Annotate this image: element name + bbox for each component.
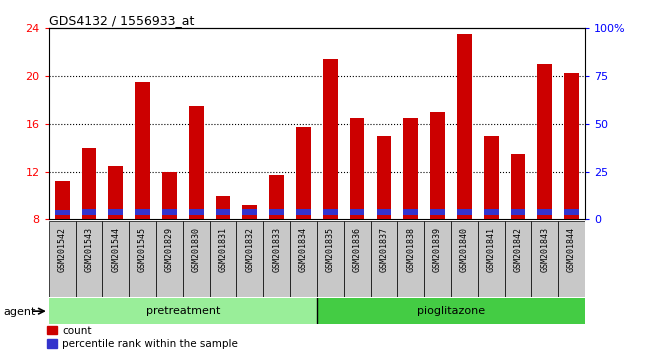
Bar [103, 221, 129, 297]
Bar [504, 221, 532, 297]
Bar [317, 221, 344, 297]
Text: GSM201542: GSM201542 [58, 227, 67, 272]
Bar [263, 221, 290, 297]
Bar [344, 221, 370, 297]
Bar [189, 106, 203, 219]
Bar [49, 298, 317, 324]
Text: GSM201841: GSM201841 [487, 227, 496, 272]
Text: GSM201843: GSM201843 [540, 227, 549, 272]
Bar [82, 148, 96, 219]
Bar [564, 209, 579, 215]
Bar [558, 221, 585, 297]
Text: GSM201544: GSM201544 [111, 227, 120, 272]
Bar [424, 221, 451, 297]
Text: GSM201833: GSM201833 [272, 227, 281, 272]
Bar [55, 210, 70, 215]
Bar [135, 209, 150, 215]
Bar [75, 221, 103, 297]
Bar [216, 209, 230, 215]
Bar [49, 221, 75, 297]
Bar [109, 209, 123, 215]
Bar [162, 209, 177, 215]
Bar [564, 73, 579, 219]
Bar [269, 209, 284, 215]
Bar [538, 64, 552, 219]
Bar [511, 154, 525, 219]
Bar [109, 166, 123, 219]
Bar [242, 209, 257, 215]
Bar [484, 209, 499, 215]
Text: GSM201829: GSM201829 [165, 227, 174, 272]
Bar [457, 209, 472, 215]
Bar [317, 298, 585, 324]
Bar [162, 172, 177, 219]
Bar [457, 34, 472, 219]
Text: GSM201832: GSM201832 [245, 227, 254, 272]
Bar [350, 118, 365, 219]
Bar [323, 209, 337, 215]
Bar [376, 209, 391, 215]
Bar [404, 209, 418, 215]
Bar [242, 205, 257, 219]
Text: GSM201835: GSM201835 [326, 227, 335, 272]
Text: GSM201543: GSM201543 [84, 227, 94, 272]
Text: GSM201837: GSM201837 [380, 227, 389, 272]
Bar [82, 209, 96, 215]
Bar [183, 221, 209, 297]
Text: pioglitazone: pioglitazone [417, 306, 485, 316]
Text: GSM201844: GSM201844 [567, 227, 576, 272]
Bar [269, 175, 284, 219]
Bar [484, 136, 499, 219]
Text: GDS4132 / 1556933_at: GDS4132 / 1556933_at [49, 14, 194, 27]
Text: GSM201839: GSM201839 [433, 227, 442, 272]
Bar [397, 221, 424, 297]
Text: GSM201831: GSM201831 [218, 227, 227, 272]
Bar [135, 82, 150, 219]
Bar [532, 221, 558, 297]
Bar [538, 209, 552, 215]
Text: GSM201840: GSM201840 [460, 227, 469, 272]
Text: GSM201545: GSM201545 [138, 227, 147, 272]
Bar [370, 221, 397, 297]
Bar [296, 127, 311, 219]
Bar [511, 209, 525, 215]
Text: pretreatment: pretreatment [146, 306, 220, 316]
Bar [55, 181, 70, 219]
Legend: count, percentile rank within the sample: count, percentile rank within the sample [47, 326, 238, 349]
Bar [209, 221, 237, 297]
Text: agent: agent [3, 307, 36, 317]
Text: GSM201838: GSM201838 [406, 227, 415, 272]
Text: GSM201834: GSM201834 [299, 227, 308, 272]
Bar [478, 221, 504, 297]
Bar [156, 221, 183, 297]
Bar [189, 209, 203, 215]
Bar [296, 209, 311, 215]
Bar [430, 112, 445, 219]
Bar [404, 118, 418, 219]
Bar [216, 195, 230, 219]
Bar [323, 59, 337, 219]
Bar [376, 136, 391, 219]
Bar [430, 209, 445, 215]
Text: GSM201842: GSM201842 [514, 227, 523, 272]
Bar [451, 221, 478, 297]
Bar [237, 221, 263, 297]
Bar [129, 221, 156, 297]
Bar [290, 221, 317, 297]
Text: GSM201836: GSM201836 [352, 227, 361, 272]
Text: GSM201830: GSM201830 [192, 227, 201, 272]
Bar [350, 209, 365, 215]
